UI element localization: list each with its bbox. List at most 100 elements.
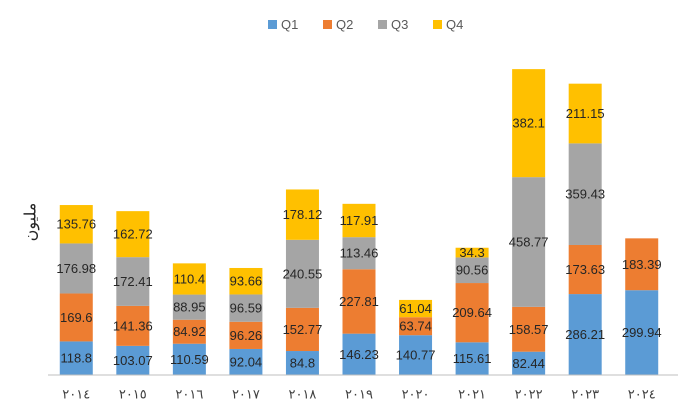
bar-q3-0 (59, 243, 93, 294)
bar-q4-5 (342, 203, 376, 238)
data-label-q4-9: 211.15 (566, 106, 605, 121)
data-label-q2-0: 169.6 (60, 310, 93, 325)
bar-q1-1 (116, 345, 150, 375)
bar-q4-0 (59, 205, 93, 244)
data-label-q1-2: 110.59 (170, 352, 209, 367)
bar-q4-3 (229, 267, 263, 295)
bar-q2-10 (625, 238, 659, 291)
data-label-q2-4: 152.77 (283, 322, 323, 337)
data-label-q2-5: 227.81 (339, 294, 379, 309)
bar-q2-6 (399, 317, 433, 336)
data-label-q2-9: 173.63 (565, 262, 605, 277)
bar-q4-6 (399, 299, 433, 318)
bar-q3-2 (172, 294, 206, 320)
legend: Q1 Q2 Q3 Q4 (268, 17, 463, 32)
data-label-q3-2: 88.95 (173, 300, 206, 315)
data-label-q1-5: 146.23 (339, 347, 379, 362)
data-label-q3-7: 90.56 (456, 263, 489, 278)
data-label-q4-4: 178.12 (283, 207, 323, 222)
data-label-q3-1: 172.41 (113, 274, 153, 289)
bar-q2-0 (59, 293, 93, 342)
bar-q1-6 (399, 335, 433, 375)
bar-q2-8 (512, 306, 546, 352)
data-label-q3-4: 240.55 (283, 266, 323, 281)
bar-q2-9 (568, 244, 602, 295)
data-label-q3-5: 113.46 (340, 246, 379, 261)
data-label-q2-10: 183.39 (622, 257, 662, 272)
y-axis-label: مليون (21, 203, 41, 242)
legend-label-q1: Q1 (281, 17, 298, 32)
x-tick-label-6: ٢٠٢٠ (402, 388, 430, 403)
legend-label-q3: Q3 (391, 17, 408, 32)
data-label-q4-5: 117.91 (340, 213, 379, 228)
data-label-q1-0: 118.8 (60, 351, 92, 366)
bar-q4-1 (116, 211, 150, 258)
bar-q4-2 (172, 263, 206, 295)
data-label-q3-0: 176.98 (56, 261, 96, 276)
legend-label-q2: Q2 (336, 17, 353, 32)
bar-q2-2 (172, 319, 206, 344)
x-tick-label-4: ٢٠١٨ (288, 388, 316, 403)
bar-q4-7 (455, 247, 489, 258)
bar-q1-8 (512, 351, 546, 375)
data-label-q1-8: 82.44 (512, 356, 545, 371)
data-label-q4-8: 382.1 (512, 116, 545, 131)
data-label-q2-6: 63.74 (399, 319, 432, 334)
bar-q4-4 (285, 189, 319, 240)
legend-swatch-q2 (323, 20, 332, 29)
x-tick-label-0: ٢٠١٤ (62, 388, 90, 403)
bar-q1-4 (285, 351, 319, 375)
bar-q1-9 (568, 294, 602, 375)
bar-q3-1 (116, 257, 150, 306)
data-label-q4-7: 34.3 (459, 245, 484, 260)
bar-q2-4 (285, 307, 319, 352)
data-label-q1-10: 299.94 (622, 325, 662, 340)
data-label-q4-1: 162.72 (113, 227, 153, 242)
x-tick-label-8: ٢٠٢٢ (515, 388, 543, 403)
bar-q1-0 (59, 341, 93, 375)
bar-q3-5 (342, 237, 376, 270)
bar-q2-5 (342, 269, 376, 334)
bar-q2-3 (229, 321, 263, 349)
x-tick-label-9: ٢٠٢٣ (571, 388, 599, 403)
bar-q2-1 (116, 305, 150, 346)
bar-q3-9 (568, 143, 602, 245)
legend-swatch-q4 (433, 20, 442, 29)
legend-label-q4: Q4 (446, 17, 463, 32)
data-label-q2-3: 96.26 (230, 328, 263, 343)
bar-q4-9 (568, 83, 602, 144)
data-label-q4-0: 135.76 (56, 217, 96, 232)
data-label-q4-2: 110.4 (174, 271, 206, 286)
bar-q1-5 (342, 333, 376, 375)
bar-q3-7 (455, 257, 489, 284)
bar-q2-7 (455, 283, 489, 343)
legend-swatch-q3 (378, 20, 387, 29)
x-tick-label-2: ٢٠١٦ (175, 388, 203, 403)
data-label-q3-8: 458.77 (509, 235, 549, 250)
data-label-q1-7: 115.61 (453, 351, 492, 366)
data-label-q1-6: 140.77 (396, 348, 436, 363)
bar-q3-8 (512, 177, 546, 307)
legend-swatch-q1 (268, 20, 277, 29)
data-label-q2-8: 158.57 (509, 322, 549, 337)
data-label-q4-6: 61.04 (399, 301, 432, 316)
x-tick-label-5: ٢٠١٩ (345, 388, 373, 403)
data-label-q1-1: 103.07 (113, 353, 153, 368)
data-label-q1-9: 286.21 (565, 327, 605, 342)
x-tick-label-10: ٢٠٢٤ (628, 388, 656, 403)
x-tick-label-7: ٢٠٢١ (458, 388, 486, 403)
data-label-q2-1: 141.36 (113, 318, 153, 333)
bar-q3-4 (285, 239, 319, 308)
bar-q1-7 (455, 342, 489, 375)
data-label-q3-9: 359.43 (565, 187, 605, 202)
x-tick-label-3: ٢٠١٧ (232, 388, 260, 403)
data-label-q2-2: 84.92 (173, 324, 206, 339)
data-label-q1-3: 92.04 (230, 354, 263, 369)
bar-q4-8 (512, 69, 546, 178)
bar-q1-3 (229, 348, 263, 375)
data-label-q3-3: 96.59 (230, 301, 263, 316)
y-axis-label-group: مليون (21, 203, 41, 242)
bar-q3-3 (229, 294, 263, 322)
